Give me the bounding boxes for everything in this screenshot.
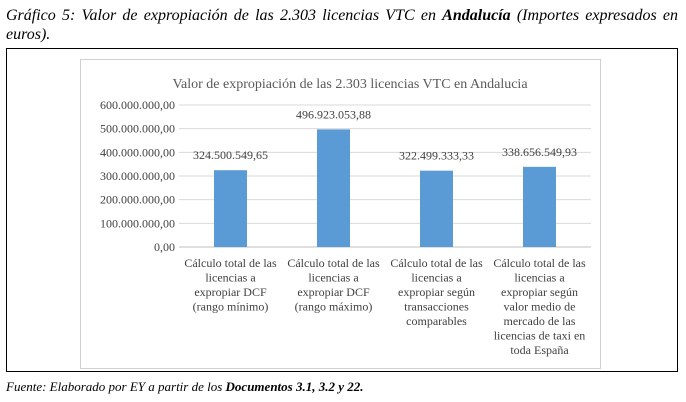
bar <box>317 129 350 247</box>
category-labels: Cálculo total de las licencias a expropiar… <box>184 256 586 357</box>
gridlines <box>179 104 591 248</box>
caption-prefix: Gráfico 5: Valor de expropiación de las … <box>6 7 443 24</box>
data-labels: 324.500.549,65 496.923.053,88 322.499.333,… <box>193 107 577 162</box>
bar <box>420 170 453 247</box>
figure-frame <box>6 48 678 372</box>
bars <box>214 129 556 247</box>
bar-chart: Valor de expropiación de las 2.303 licen… <box>100 77 591 357</box>
bar <box>523 166 556 247</box>
source-prefix: Fuente: Elaborado por EY a partir de los <box>6 379 226 394</box>
category-label: Cálculo total de las licencias a expropiar… <box>287 256 380 314</box>
y-tick-label: 400.000.000,00 <box>100 145 175 159</box>
y-tick-label: 600.000.000,00 <box>100 98 175 112</box>
y-tick-label: 100.000.000,00 <box>100 216 175 230</box>
category-label: Cálculo total de las licencias a expropiar… <box>184 256 277 314</box>
data-label: 496.923.053,88 <box>296 107 371 121</box>
caption-suffix: (Importes expresados en euros). <box>6 7 678 43</box>
source-documents: Documentos 3.1, 3.2 y 22. <box>225 379 364 394</box>
source-note: Fuente: Elaborado por EY a partir de los… <box>6 379 364 395</box>
data-label: 338.656.549,93 <box>502 145 577 159</box>
figure-caption: Gráfico 5: Valor de expropiación de las … <box>6 6 678 44</box>
y-tick-label: 300.000.000,00 <box>100 169 175 183</box>
y-tick-label: 200.000.000,00 <box>100 193 175 207</box>
caption-region: Andalucía <box>442 7 511 24</box>
category-label: Cálculo total de las licencias a expropiar… <box>390 256 483 328</box>
chart-container: Valor de expropiación de las 2.303 licen… <box>80 59 601 369</box>
data-label: 324.500.549,65 <box>193 148 268 162</box>
bar <box>214 170 247 247</box>
y-axis-ticks: 0,00 100.000.000,00 200.000.000,00 300.000.… <box>100 98 175 254</box>
y-tick-label: 0,00 <box>154 240 175 254</box>
data-label: 322.499.333,33 <box>399 149 474 163</box>
y-tick-label: 500.000.000,00 <box>100 122 175 136</box>
chart-title: Valor de expropiación de las 2.303 licen… <box>172 77 528 92</box>
category-label: Cálculo total de las licencias a expropiar… <box>493 256 586 357</box>
